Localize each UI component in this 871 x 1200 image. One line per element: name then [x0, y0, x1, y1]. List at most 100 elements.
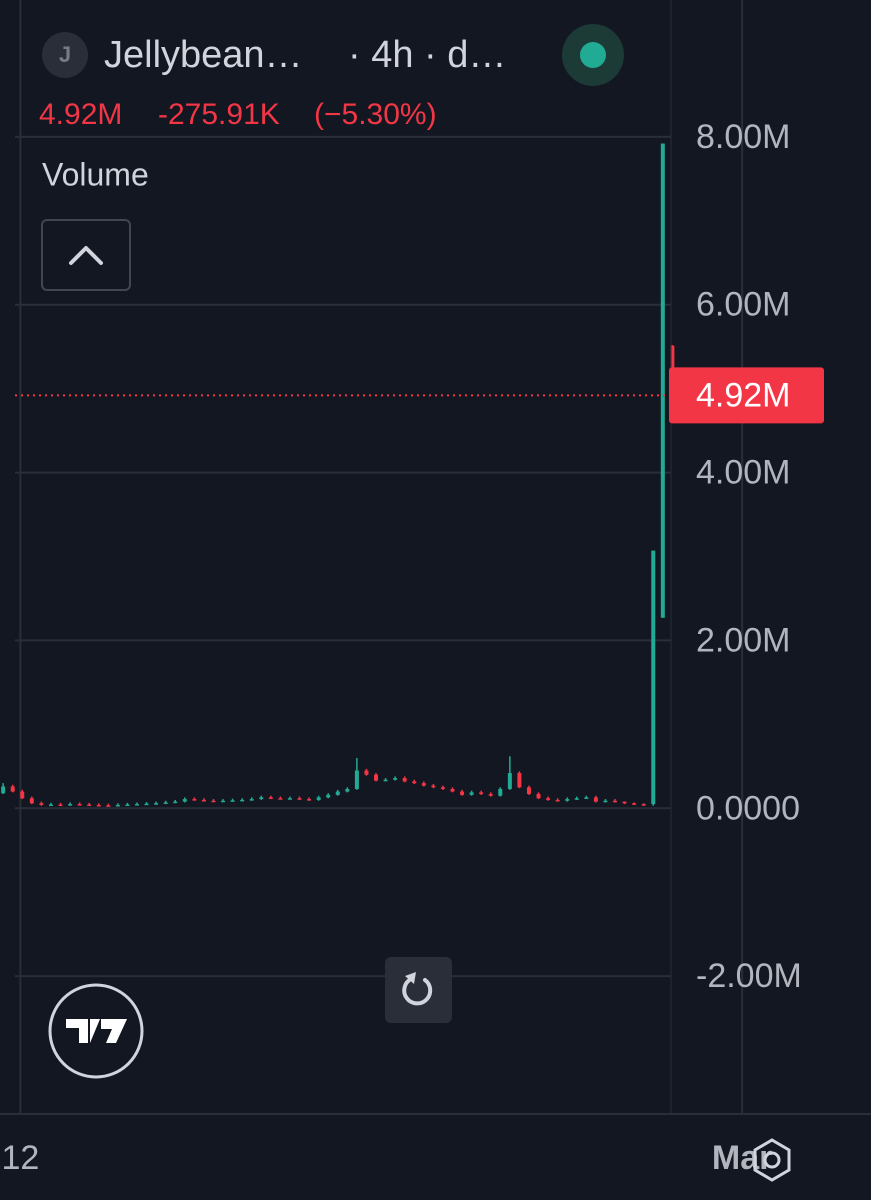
candle-body	[565, 799, 570, 801]
candle-body	[268, 797, 273, 799]
status-dot	[580, 42, 606, 68]
indicator-name: Volume	[42, 156, 149, 192]
candle-body	[163, 802, 168, 804]
candles	[1, 143, 675, 807]
candle-body	[58, 804, 63, 807]
candle-body	[613, 800, 618, 803]
symbol-name[interactable]: Jellybean…	[104, 34, 303, 76]
candle-body	[1, 786, 6, 794]
candle-body	[622, 801, 627, 804]
candle-body	[96, 804, 101, 807]
candle-body	[393, 778, 398, 780]
candle-body	[154, 803, 159, 805]
y-tick-label: 6.00M	[696, 286, 791, 324]
last-value: 4.92M	[39, 98, 122, 131]
y-tick-label: 0.0000	[696, 789, 800, 827]
candle-body	[115, 804, 120, 807]
candle-body	[460, 791, 465, 795]
candle-body	[536, 794, 541, 799]
candle-body	[249, 799, 254, 801]
candle-body	[297, 798, 302, 800]
candle-body	[134, 804, 139, 806]
logo[interactable]	[48, 983, 144, 1079]
candle-body	[421, 783, 426, 786]
candle-body	[125, 804, 130, 807]
interval[interactable]: · 4h · d…	[348, 34, 506, 76]
candle-body	[507, 773, 512, 790]
candle-body	[307, 799, 312, 801]
y-tick-label: 2.00M	[696, 621, 791, 659]
y-tick-label: 8.00M	[696, 118, 791, 156]
candle-body	[574, 798, 579, 800]
candle-body	[326, 794, 331, 798]
grid	[15, 0, 744, 1113]
logo-mark	[66, 1019, 127, 1043]
candle-body	[39, 803, 44, 805]
candle-body	[383, 779, 388, 782]
change: -275.91K	[158, 98, 280, 131]
candle-body	[412, 781, 417, 784]
candle-body	[335, 791, 340, 795]
candle-body	[10, 786, 15, 792]
candle-body	[173, 801, 178, 804]
price-badge-label: 4.92M	[696, 376, 791, 414]
candle-body	[364, 770, 369, 775]
candle-body	[77, 804, 82, 806]
candle-body	[584, 797, 589, 799]
candle-body	[526, 787, 531, 795]
change-percent: (−5.30%)	[314, 98, 437, 131]
settings-icon-core	[763, 1151, 781, 1169]
collapse-button[interactable]	[41, 219, 131, 291]
candle-body	[498, 789, 503, 796]
candle-body	[402, 778, 407, 782]
candle-body	[211, 800, 216, 803]
symbol-initial: J	[59, 42, 71, 67]
candle-body	[87, 804, 92, 807]
candle-body	[230, 800, 235, 802]
candle-body	[546, 798, 551, 800]
candle-body	[479, 792, 484, 795]
candle-body	[240, 799, 245, 802]
candle-body	[144, 803, 149, 806]
candle-body	[660, 143, 665, 618]
candle-body	[354, 770, 359, 790]
candle-body	[603, 800, 608, 803]
reset-arrow	[405, 972, 416, 984]
price-badge: 4.92M	[669, 367, 824, 424]
candle-body	[345, 789, 350, 792]
candle-body	[287, 798, 292, 800]
candle-body	[278, 798, 283, 800]
candle-body	[469, 792, 474, 795]
candle-body	[182, 799, 187, 802]
candle-body	[431, 785, 436, 788]
candle-body	[450, 789, 455, 792]
reset-button[interactable]	[385, 957, 452, 1023]
candle-body	[374, 774, 379, 781]
candle-body	[192, 799, 197, 801]
symbol-icon	[42, 32, 88, 78]
candle-body	[68, 804, 73, 806]
candle-body	[593, 797, 598, 802]
x-tick-label: 12	[1, 1139, 39, 1177]
candle-body	[641, 804, 646, 806]
candle-body	[106, 805, 111, 807]
settings-button[interactable]	[753, 1138, 791, 1182]
candle-body	[29, 798, 34, 804]
candle-body	[632, 803, 637, 805]
candle-body	[651, 550, 656, 805]
candle-body	[201, 799, 206, 802]
candle-body	[440, 787, 445, 790]
reset-icon	[402, 977, 433, 1006]
candle-body	[488, 794, 493, 796]
y-tick-label: 4.00M	[696, 454, 791, 492]
y-tick-label: -2.00M	[696, 957, 802, 995]
price-badge-box	[669, 367, 824, 424]
candle-body	[259, 797, 264, 800]
candle-body	[555, 799, 560, 802]
chevron-up	[69, 246, 103, 265]
candle-body	[517, 773, 522, 788]
candle-body	[48, 804, 53, 807]
